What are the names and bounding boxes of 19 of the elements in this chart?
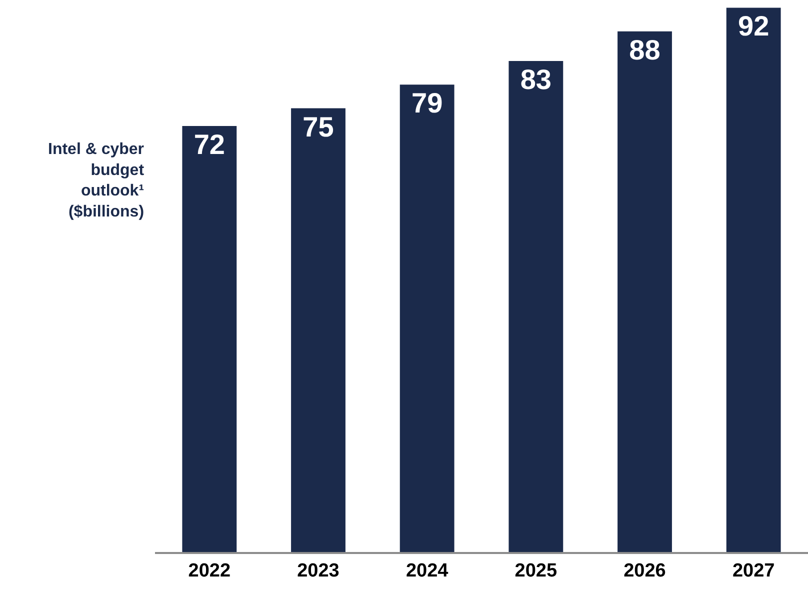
y-axis-title: Intel & cyber budget outlook¹ ($billions) [48, 141, 145, 220]
x-tick-label: 2025 [514, 560, 558, 582]
x-tick-label: 2027 [732, 560, 775, 582]
data-label: 88 [629, 34, 660, 66]
bar [726, 8, 781, 552]
data-label: 83 [520, 64, 552, 95]
bar [182, 126, 237, 552]
bar [400, 84, 454, 552]
x-tick-label: 2026 [624, 560, 666, 582]
data-label: 79 [412, 88, 443, 119]
data-label: 75 [302, 111, 334, 142]
x-tick-label: 2023 [297, 560, 340, 582]
x-tick-label: 2022 [188, 560, 231, 582]
bar [291, 108, 346, 552]
x-tick-label: 2024 [406, 560, 449, 582]
bar [618, 31, 672, 552]
data-label: 72 [194, 129, 225, 160]
data-label: 92 [738, 10, 770, 42]
bar [508, 60, 564, 552]
